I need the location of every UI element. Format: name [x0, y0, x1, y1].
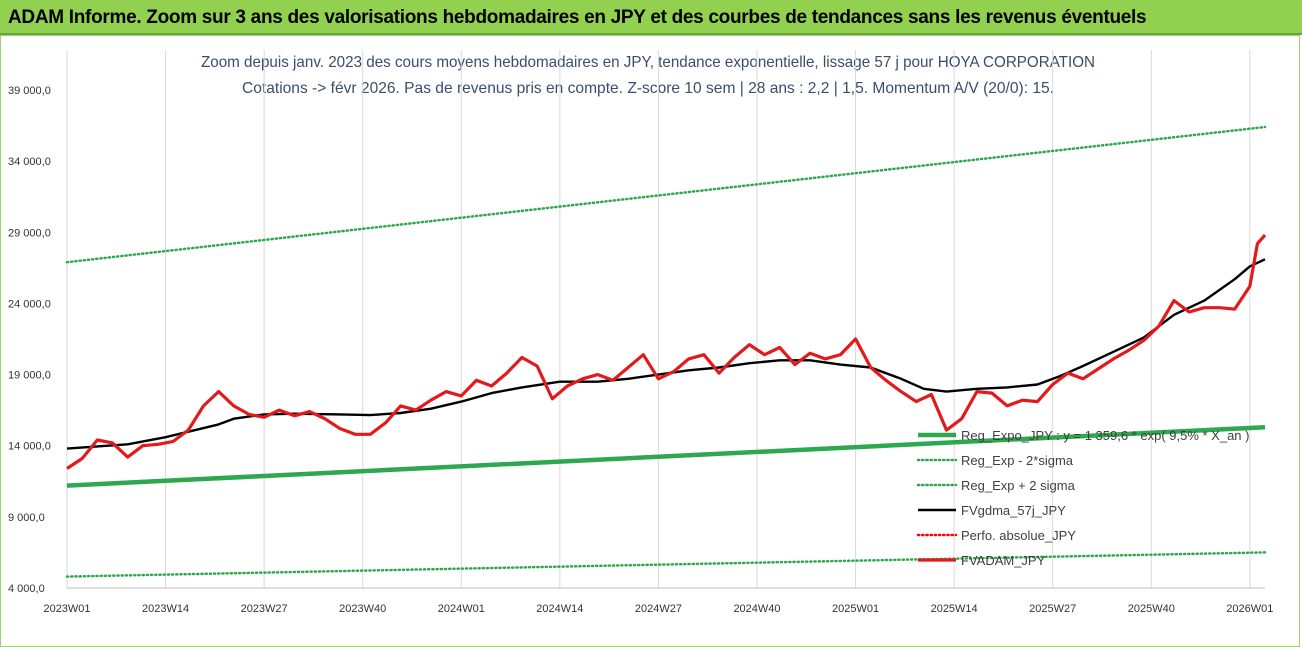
- x-tick-label: 2024W01: [438, 603, 485, 615]
- chart-title: Zoom depuis janv. 2023 des cours moyens …: [201, 54, 1095, 71]
- y-tick-label: 34 000,0: [8, 156, 51, 168]
- series-line-reg-exp-2-sigma: [65, 551, 1267, 578]
- y-tick-label: 24 000,0: [8, 298, 51, 310]
- x-tick-label: 2024W40: [733, 603, 780, 615]
- y-tick-label: 9 000,0: [8, 512, 45, 524]
- chart-legend: Reg_Expo_JPY : y = 1 359,6 * exp( 9,5% *…: [916, 428, 1249, 568]
- legend-label-reg-expo-jpy-y-1-359-6-exp-9-5-x-an: Reg_Expo_JPY : y = 1 359,6 * exp( 9,5% *…: [961, 428, 1249, 443]
- series-line-fvgdma-57j-jpy: [66, 258, 1266, 450]
- x-tick-label: 2025W14: [931, 603, 978, 615]
- x-tick-label: 2023W14: [142, 603, 189, 615]
- y-tick-label: 14 000,0: [8, 441, 51, 453]
- y-tick-label: 39 000,0: [8, 85, 51, 97]
- legend-label-fvgdma-57j-jpy: FVgdma_57j_JPY: [961, 503, 1066, 518]
- x-tick-label: 2023W27: [241, 603, 288, 615]
- legend-label-fvadam-jpy: FVADAM_JPY: [961, 553, 1046, 568]
- series-line-fvadam-jpy: [66, 234, 1267, 470]
- x-tick-label: 2024W27: [635, 603, 682, 615]
- y-tick-label: 4 000,0: [8, 583, 45, 595]
- x-tick-label: 2025W01: [832, 603, 879, 615]
- legend-label-perfo-absolue-jpy: Perfo. absolue_JPY: [961, 528, 1076, 543]
- series-line-reg-exp-2-sigma: [65, 125, 1267, 264]
- legend-label-reg-exp-2-sigma: Reg_Exp - 2*sigma: [961, 453, 1074, 468]
- chart-subtitle: Cotations -> févr 2026. Pas de revenus p…: [242, 80, 1054, 97]
- x-tick-label: 2026W01: [1226, 603, 1273, 615]
- report-header: ADAM Informe. Zoom sur 3 ans des valoris…: [0, 0, 1302, 35]
- x-tick-label: 2023W01: [43, 603, 90, 615]
- series-line-reg-expo-jpy-y-1-359-6-exp-9-5-x-an: [66, 424, 1266, 488]
- y-tick-label: 19 000,0: [8, 370, 51, 382]
- y-tick-label: 29 000,0: [8, 227, 51, 239]
- x-tick-label: 2025W27: [1029, 603, 1076, 615]
- report-title: ADAM Informe. Zoom sur 3 ans des valoris…: [8, 7, 1147, 28]
- legend-label-reg-exp-2-sigma: Reg_Exp + 2 sigma: [961, 478, 1076, 493]
- x-tick-label: 2024W14: [536, 603, 583, 615]
- x-tick-label: 2023W40: [339, 603, 386, 615]
- x-tick-label: 2025W40: [1128, 603, 1175, 615]
